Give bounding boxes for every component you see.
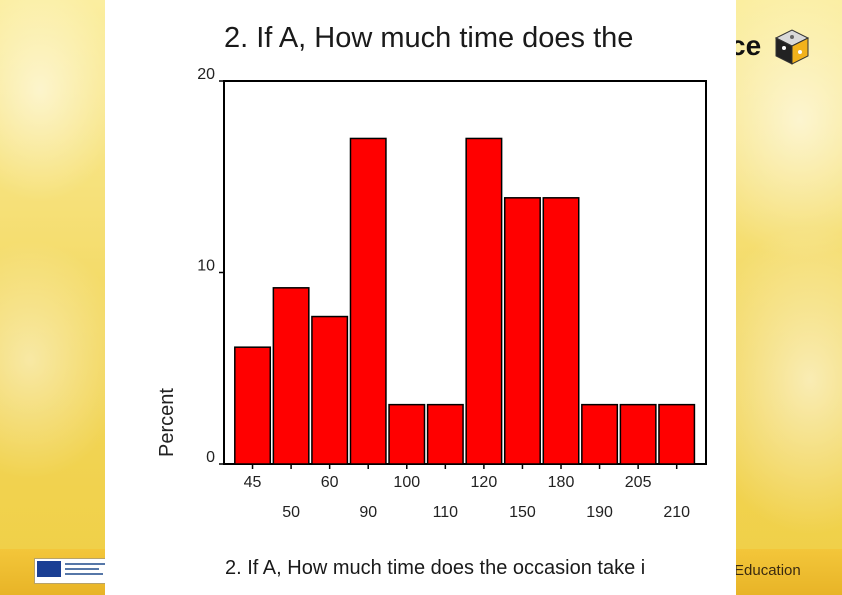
x-tick-label: 120	[471, 474, 498, 491]
slide-panel: 2. If A, How much time does the 2. If A,…	[105, 0, 736, 595]
x-tick-label: 60	[321, 474, 339, 491]
bar	[234, 346, 272, 465]
bar-chart: 0 10 20 45 50 60 90 100 110 120 150 180 190 205 210 Per…	[156, 66, 707, 521]
bar	[311, 315, 349, 465]
y-tick-label: 20	[197, 66, 215, 83]
logo-text-line	[65, 573, 103, 575]
bar	[465, 137, 503, 465]
x-tick-label: 90	[359, 504, 377, 521]
bar	[503, 197, 541, 465]
x-tick-label: 150	[509, 504, 536, 521]
x-tick-label: 210	[663, 504, 690, 521]
eu-programme-logo	[34, 558, 110, 584]
y-axis-label: Percent	[156, 388, 178, 457]
footer-text: Education	[734, 562, 801, 579]
brand-logo: ce	[730, 22, 816, 66]
bar	[426, 403, 464, 465]
x-tick-label: 50	[282, 504, 300, 521]
logo-text-line	[65, 568, 99, 570]
x-tick-label: 100	[393, 474, 420, 491]
bar	[619, 403, 657, 465]
bar	[658, 403, 696, 465]
x-tick-label: 205	[625, 474, 652, 491]
dice-icon	[774, 29, 810, 65]
bar	[349, 137, 387, 465]
logo-text-line	[65, 563, 105, 565]
bar	[388, 403, 426, 465]
x-tick-label: 180	[548, 474, 575, 491]
chart-caption: 2. If A, How much time does the occasion…	[225, 557, 646, 579]
bar	[272, 287, 310, 465]
eu-flag-icon	[37, 561, 61, 577]
y-tick-label: 10	[197, 258, 215, 275]
x-tick-label: 190	[586, 504, 613, 521]
bar	[542, 197, 580, 465]
x-tick-label: 110	[433, 504, 459, 521]
slide-title: 2. If A, How much time does the	[224, 22, 634, 54]
bar	[581, 403, 619, 465]
x-tick-label: 45	[244, 474, 262, 491]
y-tick-label: 0	[206, 449, 215, 466]
